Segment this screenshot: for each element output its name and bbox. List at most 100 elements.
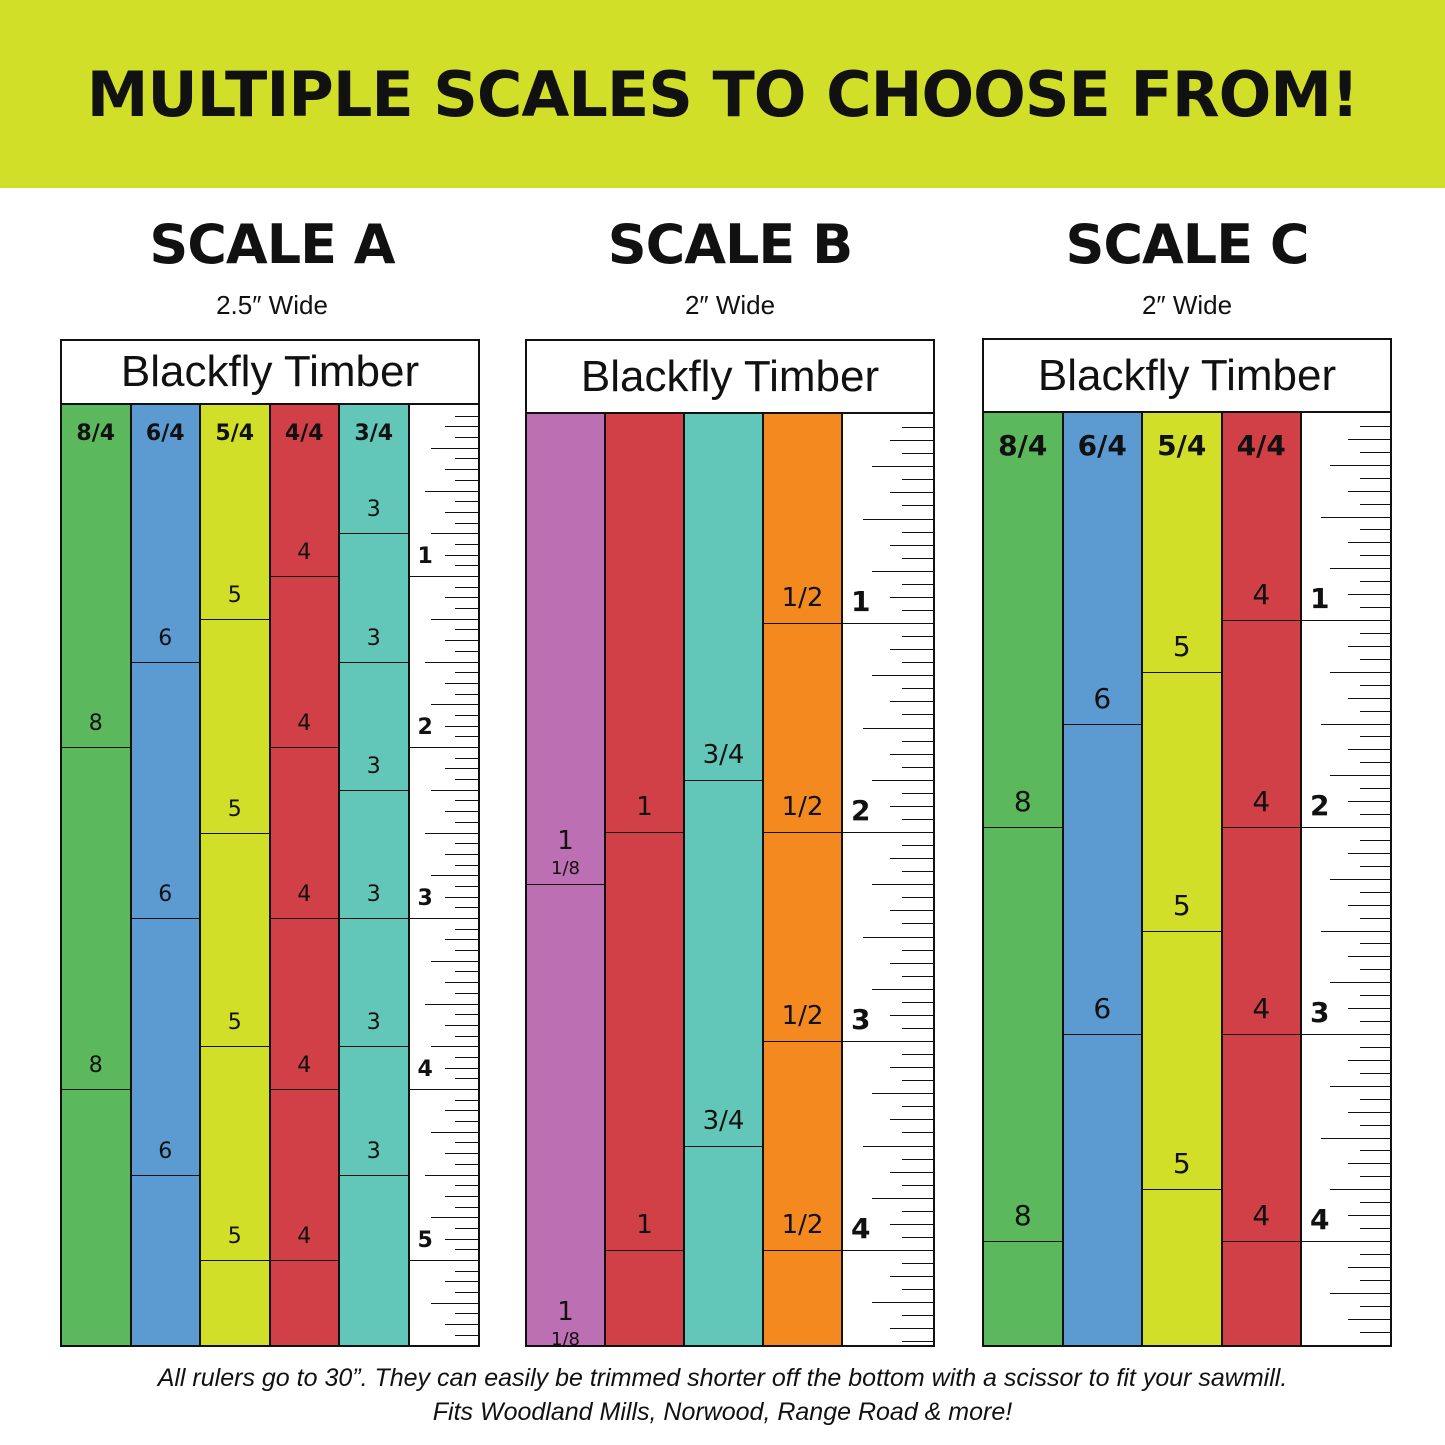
scale-a-tick <box>424 1003 478 1005</box>
scale-c-width: 2″ Wide <box>1141 290 1233 320</box>
scale-a-cut-mark: 4 <box>297 540 312 565</box>
scale-c-tick <box>1360 995 1390 997</box>
scale-a-tick <box>431 960 478 962</box>
scale-b-tick <box>889 544 933 546</box>
scale-b-inch-ruler: 1 2 3 4 <box>843 414 933 1345</box>
scale-c-tick <box>1347 1318 1390 1320</box>
scale-c-tick <box>1347 1008 1390 1010</box>
scale-a-tick <box>454 821 478 823</box>
scale-a-tick <box>445 1153 478 1155</box>
scale-c-tick <box>1302 1241 1390 1242</box>
scale-a-cut-mark: 3 <box>366 625 381 651</box>
scale-c-tick <box>1347 749 1390 751</box>
scale-a-tick <box>454 479 478 481</box>
scale-a-tick <box>454 1249 478 1251</box>
scale-c-cut-line <box>1143 1189 1221 1191</box>
scale-b-tick <box>902 609 933 611</box>
scale-b-tick <box>889 1276 933 1278</box>
scale-a-tick <box>445 682 478 684</box>
scale-c-cut-mark: 8 <box>1013 1199 1032 1232</box>
scale-a-cut-mark: 3 <box>366 1010 381 1036</box>
scale-c-tick <box>1360 477 1390 479</box>
scale-a-cut-line <box>340 789 408 791</box>
scale-a-tick <box>409 1260 478 1261</box>
scale-c-cut-line <box>1063 1034 1141 1035</box>
scale-a-cut-line <box>131 918 199 919</box>
scale-a-column-5: 3/4 3 3 3 3 3 3 <box>340 405 410 1345</box>
scale-a-column-label: 5/4 <box>215 421 255 446</box>
scale-a-column-3: 5/4 5 5 5 5 <box>201 405 271 1345</box>
scale-a-tick <box>454 1313 478 1315</box>
scale-a-cut-mark: 5 <box>227 1010 242 1036</box>
scale-a-tick <box>409 918 478 919</box>
scale-b-tick <box>843 1041 933 1042</box>
scale-b-cut-mark: 1/2 <box>781 792 824 822</box>
scale-a-tick <box>454 992 478 994</box>
scale-a-tick <box>445 1324 478 1326</box>
scale-c-tick <box>1347 1059 1390 1061</box>
scale-c-tick <box>1360 1176 1390 1178</box>
scale-a-cut-line <box>340 1174 408 1176</box>
scale-a-tick <box>445 1195 478 1197</box>
scale-a-tick <box>445 426 478 428</box>
scale-a-tick <box>445 1024 478 1026</box>
scale-a-brand: Blackfly Timber <box>62 341 478 405</box>
scale-a-tick <box>454 693 478 695</box>
scale-b-tick <box>871 1302 933 1304</box>
scale-a-tick <box>454 779 478 781</box>
scale-a-tick <box>431 875 478 877</box>
scale-b-tick <box>902 923 933 925</box>
scale-b-tick <box>902 949 933 951</box>
scale-c-tick <box>1360 529 1390 531</box>
scale-a-cut-line <box>201 1260 269 1261</box>
scale-a-tick <box>454 437 478 439</box>
scale-c-tick <box>1302 827 1390 828</box>
scale-c-tick <box>1347 1266 1390 1268</box>
scale-b-tick <box>902 531 933 533</box>
scale-a-cut-line <box>270 576 338 577</box>
scale-c-inch-number: 4 <box>1310 1203 1330 1236</box>
scale-a-tick <box>445 853 478 855</box>
scale-c-tick <box>1302 1034 1390 1035</box>
scale-a-cut-line <box>270 1260 338 1261</box>
scale-a-tick <box>454 1035 478 1037</box>
scale-b-tick <box>871 779 933 781</box>
scale-b-cut-mark-fraction: 1/8 <box>551 1328 580 1346</box>
scale-b-cut-line <box>606 1250 683 1251</box>
scale-b-tick <box>843 623 933 624</box>
scale-b-tick <box>902 1132 933 1134</box>
scale-b-column-3: 3/4 3/4 <box>685 414 764 1345</box>
scale-c-tick <box>1330 982 1390 984</box>
scale-a-tick <box>454 672 478 674</box>
scale-a-column-label: 8/4 <box>76 421 116 446</box>
scale-c-cut-mark: 5 <box>1172 888 1191 922</box>
scale-a-tick <box>454 971 478 973</box>
scale-c-tick <box>1330 1292 1390 1294</box>
scale-a-cut-line <box>62 1089 130 1090</box>
scale-c-tick <box>1321 930 1390 932</box>
scale-c-tick <box>1360 1098 1390 1100</box>
scale-a-cut-mark: 6 <box>158 625 173 651</box>
scale-b-tick <box>889 753 933 755</box>
scale-a-column-2: 6/4 6 6 6 <box>131 405 201 1345</box>
scale-a-tick <box>431 1046 478 1048</box>
scale-b-inch-number: 4 <box>851 1212 871 1245</box>
scale-c-header: SCALE C 2″ Wide <box>983 205 1391 323</box>
scale-c-cut-mark: 4 <box>1252 578 1271 611</box>
scale-a-tick <box>431 1131 478 1133</box>
scale-c-tick <box>1347 490 1390 492</box>
scale-b-tick <box>889 1067 933 1069</box>
scale-a-cut-mark: 6 <box>158 882 173 907</box>
scale-a-tick <box>454 1014 478 1016</box>
scale-c-ruler: Blackfly Timber 8/4 8 8 6/4 6 6 5/4 5 5 5 4/4 4 4 4 4 1… <box>982 338 1392 1347</box>
scale-a-cut-line <box>340 533 408 535</box>
banner-title: MULTIPLE SCALES TO CHOOSE FROM! <box>86 57 1360 131</box>
scale-b-tick <box>902 1158 933 1160</box>
scale-b-tick <box>902 1054 933 1056</box>
scale-c-cut-mark: 4 <box>1252 785 1271 818</box>
scale-a-tick <box>445 811 478 813</box>
scale-b-brand: Blackfly Timber <box>527 341 933 414</box>
scale-c-tick <box>1330 568 1390 570</box>
scale-a-width: 2.5″ Wide <box>216 290 328 320</box>
scale-c-cut-line <box>1143 930 1221 932</box>
